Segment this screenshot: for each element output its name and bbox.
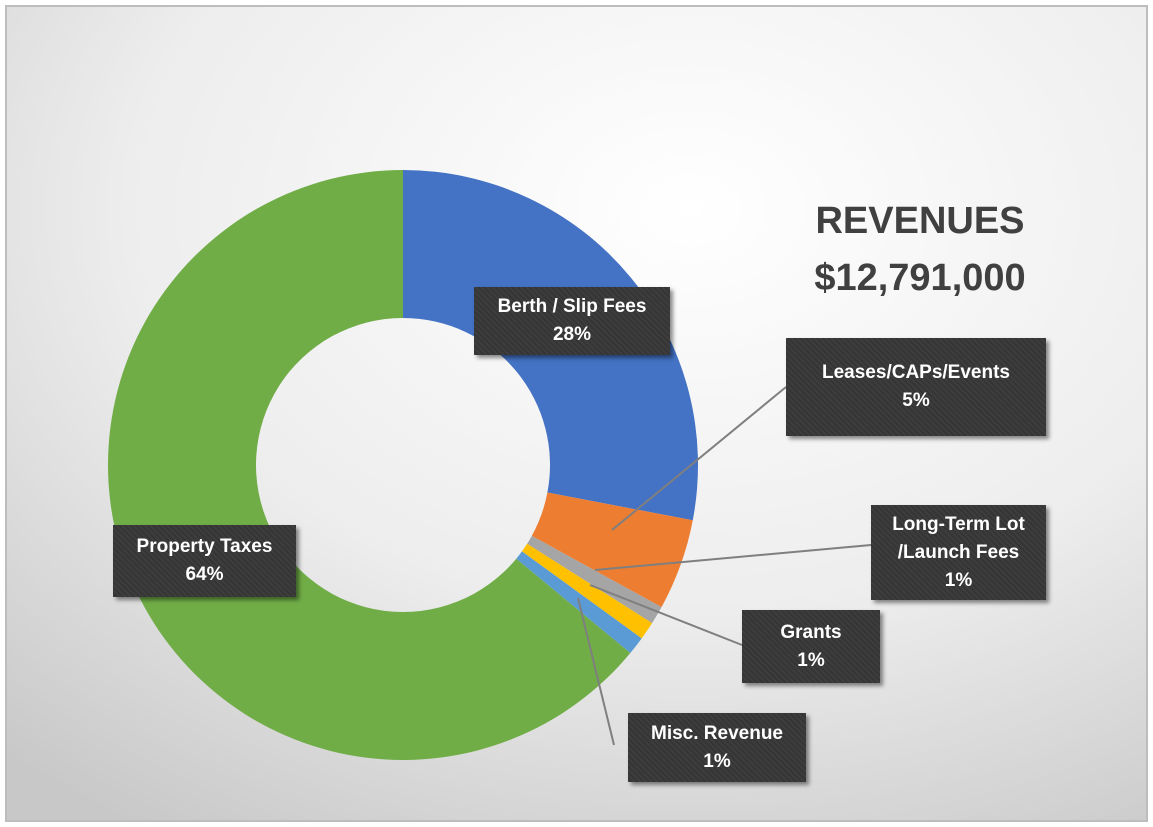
category-label: Misc. Revenue — [651, 722, 783, 744]
data-label: Berth / Slip Fees 28% — [474, 287, 670, 355]
leader-line — [594, 544, 872, 571]
value-label: 64% — [185, 564, 224, 585]
donut-slice — [527, 535, 662, 624]
donut-slice — [521, 543, 653, 639]
chart-title: REVENUES — [815, 200, 1025, 242]
value-label: 5% — [902, 390, 930, 411]
leader-line — [577, 597, 615, 746]
donut-slice — [108, 170, 631, 760]
chart-subtitle: $12,791,000 — [814, 257, 1026, 299]
category-label: Berth / Slip Fees — [497, 296, 647, 317]
leader-lines — [577, 386, 872, 746]
donut-slice — [531, 492, 693, 608]
category-label: Leases/CAPs/Events — [822, 362, 1010, 383]
data-label: Leases/CAPs/Events 5% — [786, 338, 1046, 436]
data-label: Long-Term Lot /Launch Fees 1% — [871, 505, 1046, 600]
leader-line — [589, 584, 743, 646]
data-label: Property Taxes 64% — [113, 525, 296, 597]
value-label: 1% — [703, 750, 731, 772]
category-label: Grants — [780, 621, 842, 643]
value-label: 1% — [797, 649, 825, 671]
value-label: 28% — [552, 324, 592, 345]
data-label: Grants 1% — [742, 610, 880, 683]
category-label: Long-Term Lot /Launch Fees — [892, 513, 1025, 563]
value-label: 1% — [944, 569, 973, 591]
category-label: Property Taxes — [136, 536, 273, 557]
data-label: Misc. Revenue 1% — [628, 713, 806, 782]
leader-line — [611, 386, 787, 531]
